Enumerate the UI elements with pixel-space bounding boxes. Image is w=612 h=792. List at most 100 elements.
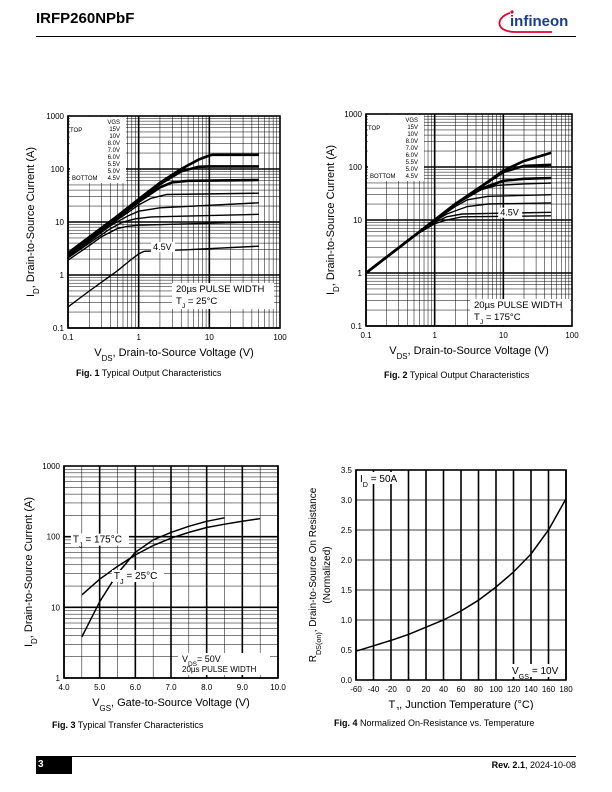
figure-4-caption: Fig. 4 Normalized On-Resistance vs. Temp… [334,718,535,728]
series-line-1 [365,163,552,275]
plot-frame [365,113,573,327]
x-tick-label: 60 [457,685,466,694]
x-tick-label: -60 [350,685,362,694]
y-tick-label: 1000 [42,462,60,471]
chart-transfer-characteristics: 4.0 5.0 6.0 7.0 8.0 9.0 10.0 1 10 100 1000 VGS, Gat… [23,462,286,712]
y-axis-label: RDS(on), Drain-to-Source On Resistance [308,487,323,662]
y-axis-label-normalized: (Normalized) [322,546,333,603]
temperature-note: TJ = 175°C [474,312,521,326]
x-tick-label: 120 [507,685,521,694]
infineon-logo: infineon [498,10,568,33]
series-line-3 [67,192,259,257]
header-rule [36,36,576,37]
series-line-7 [67,245,259,308]
plot-frame [67,115,281,329]
y-tick-label: 2.5 [341,526,353,535]
x-axis-label: VDS, Drain-to-Source Voltage (V) [94,347,254,363]
series-line-0 [81,517,261,596]
y-tick-label: 100 [51,165,65,174]
series-line-5 [67,213,259,259]
curve-label-4-5v: 4.5V [500,208,519,218]
y-tick-label: 1000 [344,110,362,119]
svg-text:infineon: infineon [510,13,568,30]
vgs-note: VGS = 10V [512,666,559,681]
y-tick-label: 100 [47,533,61,542]
series-line-7 [365,215,552,274]
x-tick-label: 100 [489,685,503,694]
legend-value: 8.0V [108,141,120,147]
legend-bottom-label: BOTTOM [370,174,396,180]
legend-header: VGS [107,120,120,126]
plot-frame [355,469,567,681]
legend-value: 6.0V [406,153,418,159]
x-axis-label: VGS, Gate-to-Source Voltage (V) [92,697,250,712]
legend-value: 7.0V [108,148,120,154]
curve-label-4-5v: 4.5V [153,242,172,252]
legend-value: 15V [109,127,120,133]
legend-value: 4.5V [108,176,120,182]
x-tick-label: 1 [432,331,437,340]
legend-value: 8.0V [406,139,418,145]
x-tick-label: 8.0 [201,683,213,692]
series-label-25c: TJ = 25°C [114,571,157,586]
x-tick-label: 9.0 [237,683,249,692]
vds-note: VDS= 50V [182,654,221,668]
y-tick-label: 1.0 [341,616,353,625]
figure-1-caption: Fig. 1 Typical Output Characteristics [76,368,222,378]
legend-value: 4.5V [406,174,418,180]
x-tick-label: 10 [205,333,214,342]
y-tick-label: 1 [358,269,363,278]
series-line-2 [67,178,259,256]
series-line-2 [365,176,552,275]
chart-output-characteristics-25c: 0.1 1 10 100 0.1 1 10 100 1000 VDS, Drain-to-Sour… [25,112,287,363]
series-line-6 [365,211,552,274]
y-tick-label: 100 [349,163,363,172]
y-axis-label: ID, Drain-to-Source Current (A) [325,145,341,295]
x-tick-label: 4.0 [58,683,70,692]
chart-output-characteristics-175c: 0.1 1 10 100 0.1 1 10 100 1000 VDS, Drain-to-Sour… [325,110,579,360]
x-tick-label: 10.0 [270,683,286,692]
pulse-width-note: 20µs PULSE WIDTH [182,665,257,674]
series-line-0 [355,498,567,652]
legend-bottom-label: BOTTOM [72,176,98,182]
x-tick-label: 0.1 [360,331,372,340]
legend-box [368,115,424,181]
x-tick-label: 180 [559,685,573,694]
x-tick-label: 0 [406,685,411,694]
legend-value: 5.5V [406,160,418,166]
note-box [470,299,570,325]
note-box [510,664,562,677]
chart-on-resistance-vs-temperature: -60 -40 -20 0 20 40 60 80 100 120 140 160 1800.00.51… [308,466,573,710]
series-line-6 [67,221,259,261]
y-tick-label: 1 [56,674,61,683]
legend-value: 5.5V [108,162,120,168]
note-box [358,472,398,484]
id-note: ID = 50A [360,474,398,489]
note-box [178,653,270,675]
x-tick-label: -40 [368,685,380,694]
x-tick-label: 10 [499,331,508,340]
y-tick-label: 0.0 [341,676,353,685]
page-number: 3 [36,756,72,774]
x-tick-label: 7.0 [165,683,177,692]
x-tick-label: 160 [542,685,556,694]
pulse-width-note: 20µs PULSE WIDTH [474,300,562,311]
y-tick-label: 1 [60,271,65,280]
x-tick-label: 20 [422,685,431,694]
x-tick-label: 0.1 [62,333,74,342]
series-line-4 [365,194,552,274]
x-tick-label: 40 [439,685,448,694]
y-axis-label: ID, Drain-to-Source Current (A) [23,497,39,647]
x-tick-label: 80 [474,685,483,694]
x-tick-label: 100 [273,333,287,342]
x-tick-label: 5.0 [94,683,106,692]
figure-2-caption: Fig. 2 Typical Output Characteristics [384,370,530,380]
legend-top-label: TOP [368,126,380,132]
x-tick-label: 6.0 [130,683,142,692]
y-tick-label: 1.5 [341,586,353,595]
legend-value: 6.0V [108,155,120,161]
y-tick-label: 10 [51,603,60,612]
x-axis-label: TJ, Junction Temperature (°C) [388,699,533,710]
y-tick-label: 1000 [46,112,64,121]
part-number-title: IRFP260NPbF [36,10,135,27]
